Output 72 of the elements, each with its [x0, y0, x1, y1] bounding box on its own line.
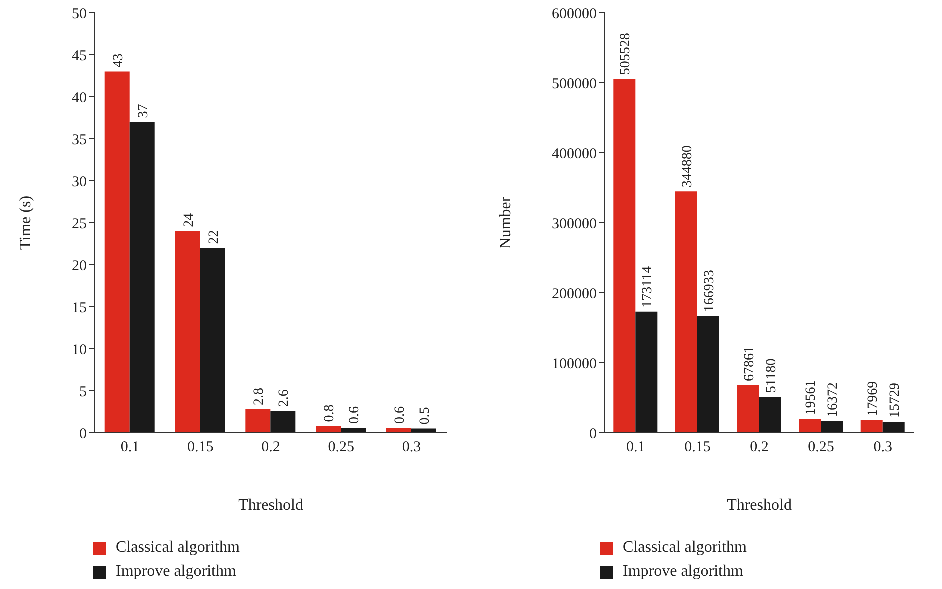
data-label: 0.8 — [322, 404, 338, 422]
x-tick-label: 0.2 — [262, 440, 280, 456]
x-tick-label: 0.25 — [328, 440, 355, 456]
bar — [759, 397, 782, 433]
x-tick-label: 0.25 — [808, 440, 834, 456]
legend-label: Improve algorithm — [116, 562, 236, 582]
bar — [130, 122, 155, 433]
bar — [882, 422, 905, 433]
bar — [821, 422, 844, 433]
data-label: 173114 — [640, 266, 656, 308]
y-tick-label: 500000 — [552, 76, 597, 92]
y-tick-label: 15 — [72, 300, 87, 316]
x-tick-label: 0.3 — [402, 440, 422, 456]
x-axis-title: Threshold — [727, 497, 792, 514]
y-tick-label: 25 — [72, 216, 87, 232]
y-tick-label: 0 — [80, 426, 87, 442]
legend-label: Improve algorithm — [623, 562, 744, 582]
data-label: 37 — [136, 104, 152, 118]
y-tick-label: 600000 — [552, 6, 597, 22]
x-axis-title: Threshold — [238, 497, 304, 514]
x-tick-label: 0.15 — [684, 440, 711, 456]
y-tick-label: 0 — [590, 426, 597, 442]
data-label: 505528 — [618, 33, 634, 76]
data-label: 2.6 — [277, 390, 292, 408]
data-label: 19561 — [804, 380, 820, 416]
bar — [636, 312, 658, 433]
y-axis-title: Number — [498, 196, 515, 250]
bar — [799, 419, 822, 433]
data-label: 166933 — [702, 270, 718, 312]
bar — [200, 248, 226, 433]
bar — [614, 79, 636, 433]
x-tick-label: 0.3 — [874, 440, 892, 456]
y-tick-label: 45 — [72, 48, 87, 64]
data-label: 344880 — [680, 146, 696, 188]
y-tick-label: 50 — [72, 6, 87, 22]
x-tick-label: 0.15 — [187, 440, 214, 456]
y-tick-label: 35 — [72, 132, 87, 148]
data-label: 0.6 — [348, 406, 363, 424]
data-label: 16372 — [826, 382, 842, 418]
data-label: 43 — [111, 54, 126, 68]
bar — [737, 385, 760, 433]
data-label: 17969 — [866, 381, 881, 416]
x-tick-label: 0.1 — [626, 440, 646, 456]
bar — [246, 409, 271, 433]
data-label: 67861 — [742, 346, 758, 382]
x-tick-label: 0.2 — [750, 440, 769, 456]
y-tick-label: 20 — [72, 258, 87, 274]
y-tick-label: 5 — [80, 384, 87, 400]
bar — [175, 231, 200, 433]
y-tick-label: 200000 — [552, 286, 597, 302]
bar — [697, 316, 720, 433]
y-tick-label: 10 — [72, 342, 87, 358]
data-label: 2.8 — [252, 388, 268, 406]
bar — [860, 420, 883, 433]
data-label: 15729 — [888, 382, 903, 418]
data-label: 24 — [182, 213, 197, 228]
y-tick-label: 400000 — [552, 146, 597, 162]
data-label: 0.6 — [392, 406, 408, 424]
y-tick-label: 100000 — [552, 356, 597, 372]
data-label: 51180 — [764, 358, 780, 394]
x-tick-label: 0.1 — [120, 440, 140, 456]
bar — [270, 411, 296, 433]
y-tick-label: 40 — [72, 90, 87, 106]
y-tick-label: 30 — [72, 174, 87, 190]
bar — [104, 72, 130, 433]
data-label: 0.5 — [418, 407, 433, 425]
data-label: 22 — [206, 230, 222, 244]
y-tick-label: 300000 — [552, 216, 597, 232]
legend-label: Classical algorithm — [116, 538, 240, 558]
bar — [675, 192, 698, 433]
legend-label: Classical algorithm — [623, 538, 747, 558]
y-axis-title: Time (s) — [18, 196, 35, 250]
